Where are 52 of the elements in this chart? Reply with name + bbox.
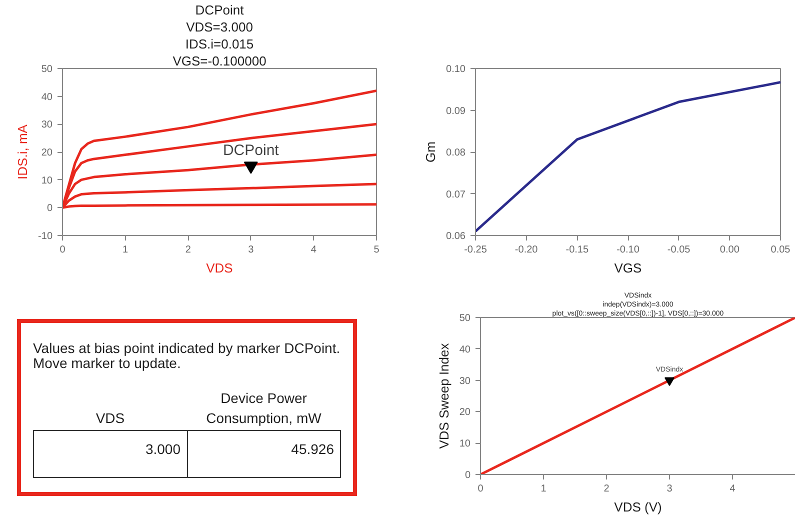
text: VDS=3.000 — [186, 20, 253, 34]
x-tick-label: 3 — [666, 484, 673, 494]
x-tick-label: 2 — [185, 244, 192, 256]
y-tick-label: 0.07 — [446, 189, 466, 200]
x-tick-label: 0.00 — [720, 244, 740, 256]
y-tick-label: 20 — [459, 407, 471, 418]
x-tick-label: 3 — [248, 244, 254, 256]
x-axis-title: VDS (V) — [614, 500, 662, 514]
y-tick-label: 0.08 — [446, 148, 466, 158]
y-axis-title: VDS Sweep Index — [436, 342, 452, 449]
x-tick-label: -0.10 — [616, 244, 640, 256]
text: DCPoint — [195, 2, 244, 18]
x-tick-label: 5 — [374, 244, 380, 256]
y-tick-label: 50 — [41, 64, 53, 75]
x-axis-title: VGS — [614, 260, 642, 276]
category-label: VDS — [94, 408, 126, 428]
x-tick-label: 4 — [730, 484, 736, 494]
y-tick-label: 40 — [41, 92, 53, 103]
y-tick-label: 10 — [459, 438, 471, 450]
x-tick-label: -0.15 — [566, 244, 589, 256]
text: 45.926 — [291, 440, 334, 457]
y-tick-label: 30 — [41, 120, 53, 131]
y-tick-label: -10 — [38, 231, 53, 242]
y-tick-label: 50 — [459, 313, 471, 324]
text: IDS.i=0.015 — [185, 36, 254, 52]
x-tick-label: 4 — [310, 244, 317, 256]
x-tick-label: 0.05 — [770, 244, 791, 256]
y-tick-label: 40 — [459, 344, 471, 356]
x-tick-label: 0 — [60, 244, 66, 256]
y-tick-label: 0.06 — [446, 231, 466, 242]
y-axis-title: Gm — [423, 142, 438, 162]
y-tick-label: 0 — [464, 470, 471, 481]
text: 3.000 — [145, 440, 180, 457]
y-axis-title: IDS.i, mA — [15, 124, 30, 180]
x-tick-label: -0.25 — [464, 244, 488, 256]
y-tick-label: 0 — [46, 203, 53, 214]
category-label: Device Power Consumption, mW — [205, 388, 322, 428]
x-tick-label: 1 — [122, 244, 129, 256]
y-tick-label: 20 — [41, 148, 53, 158]
y-tick-label: 0.10 — [446, 64, 466, 75]
text: Values at bias point indicated by marker DCPoint. Move marker to update. — [33, 340, 341, 372]
x-tick-label: -0.20 — [514, 244, 538, 256]
x-tick-label: 2 — [604, 484, 610, 494]
x-tick-label: -0.05 — [667, 244, 691, 256]
y-tick-label: 10 — [41, 175, 53, 186]
y-tick-label: 0.09 — [446, 106, 466, 117]
y-tick-label: 30 — [459, 376, 471, 387]
text: VGS=-0.100000 — [172, 54, 266, 68]
x-tick-label: 0 — [478, 484, 484, 494]
x-tick-label: 1 — [540, 484, 547, 494]
x-axis-title: VDS — [206, 260, 234, 276]
annotation: DCPoint — [222, 142, 280, 159]
